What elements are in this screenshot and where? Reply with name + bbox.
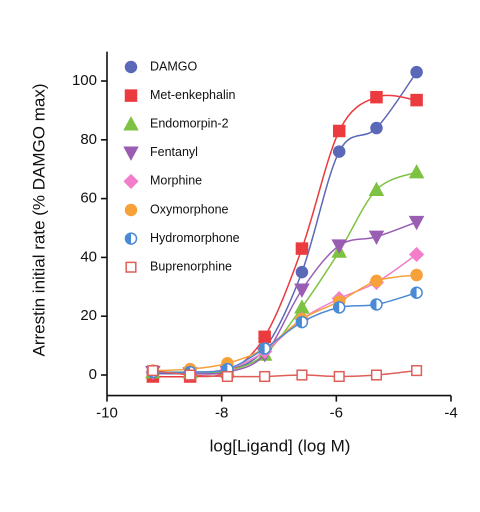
legend-item: Oxymorphone — [124, 202, 229, 217]
point — [123, 173, 139, 189]
point — [123, 146, 139, 161]
x-tick-label: -6 — [330, 405, 343, 422]
x-tick-label: -4 — [444, 405, 457, 422]
y-tick-label: 80 — [80, 131, 97, 148]
legend-item: DAMGO — [124, 59, 198, 74]
point-half — [333, 301, 340, 313]
legend-item: Met-enkephalin — [124, 88, 236, 102]
legend-label: Hydromorphone — [150, 231, 240, 245]
point-half — [259, 343, 265, 355]
point-half — [125, 233, 131, 245]
point — [294, 283, 310, 298]
point — [258, 330, 271, 344]
point — [123, 116, 139, 131]
point — [370, 121, 383, 135]
point — [370, 369, 383, 381]
point-half — [370, 298, 377, 310]
point — [125, 261, 137, 273]
y-tick-label: 0 — [89, 366, 97, 383]
point — [410, 65, 423, 79]
point — [408, 215, 425, 231]
point — [124, 203, 138, 217]
point — [221, 370, 233, 383]
y-tick-label: 100 — [72, 72, 97, 89]
point — [296, 369, 308, 381]
legend-item: Fentanyl — [123, 145, 198, 161]
y-tick-label: 20 — [80, 307, 97, 324]
legend-item: Buprenorphine — [125, 259, 232, 273]
legend-label: DAMGO — [150, 59, 198, 73]
point — [259, 370, 271, 383]
point — [295, 265, 309, 279]
point — [411, 365, 423, 377]
point — [332, 145, 346, 158]
x-axis-label: log[Ligand] (log M) — [210, 436, 351, 455]
series — [147, 365, 423, 383]
point — [295, 242, 309, 255]
point — [147, 365, 159, 377]
point — [368, 181, 385, 197]
legend-item: Morphine — [123, 173, 202, 189]
point — [409, 246, 425, 263]
y-tick-label: 60 — [80, 190, 97, 207]
point — [124, 89, 138, 102]
point — [410, 268, 423, 282]
legend-label: Buprenorphine — [150, 259, 232, 273]
legend-label: Oxymorphone — [150, 202, 229, 216]
x-tick-label: -8 — [215, 405, 228, 422]
fit-line — [152, 94, 417, 378]
point — [294, 299, 310, 314]
point — [408, 164, 425, 179]
legend-label: Endomorpin-2 — [150, 116, 229, 130]
point — [370, 274, 383, 288]
point — [184, 369, 196, 381]
point — [331, 239, 347, 254]
point — [368, 230, 385, 245]
point — [333, 370, 345, 383]
legend-label: Met-enkephalin — [150, 88, 236, 102]
legend-label: Morphine — [150, 174, 202, 188]
point — [124, 60, 138, 74]
point-half — [411, 287, 417, 299]
legend-item: Endomorpin-2 — [123, 116, 229, 131]
point — [332, 124, 346, 138]
legend-label: Fentanyl — [150, 145, 198, 159]
point — [370, 90, 383, 104]
point — [410, 93, 423, 107]
y-tick-label: 40 — [80, 248, 97, 265]
fit-line — [152, 221, 417, 375]
x-tick-label: -10 — [96, 405, 118, 422]
legend-item: Hydromorphone — [124, 231, 240, 245]
point-half — [296, 316, 302, 328]
y-axis-label: Arrestin initial rate (% DAMGO max) — [29, 84, 48, 357]
